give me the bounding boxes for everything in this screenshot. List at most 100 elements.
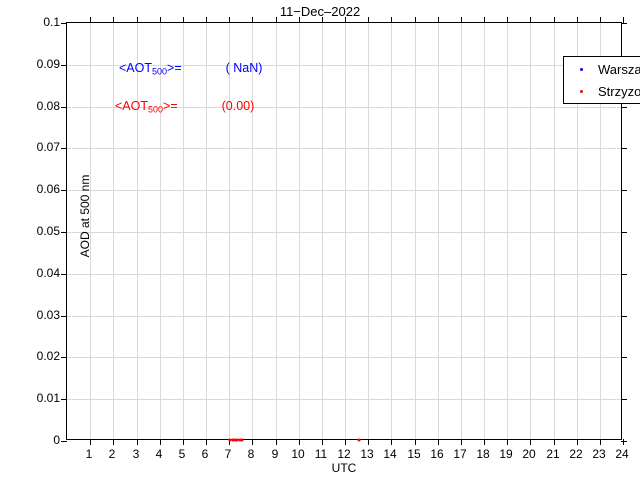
x-axis-tick-label: 17 xyxy=(453,447,467,461)
gridline-vertical xyxy=(229,23,230,439)
x-axis-tick-top xyxy=(461,17,462,23)
x-axis-tick-label: 16 xyxy=(430,447,444,461)
gridline-vertical xyxy=(554,23,555,439)
y-axis-tick-right xyxy=(621,399,627,400)
x-axis-tick-label: 14 xyxy=(383,447,397,461)
x-axis-tick-label: 8 xyxy=(247,447,255,461)
x-axis-tick-top xyxy=(554,17,555,23)
legend-dot-icon-warszawa xyxy=(579,67,583,71)
gridline-vertical xyxy=(252,23,253,439)
x-axis-tick xyxy=(229,439,230,445)
x-axis-tick-label: 18 xyxy=(476,447,490,461)
gridline-horizontal xyxy=(67,357,621,358)
gridline-vertical xyxy=(345,23,346,439)
y-axis-tick-right xyxy=(621,316,627,317)
annotation-warszawa-suffix: >= xyxy=(167,61,182,75)
legend-entry-strzyzow[interactable]: Strzyzow xyxy=(564,80,640,102)
y-axis-tick-label: 0.06 xyxy=(36,182,60,196)
y-axis-tick xyxy=(61,274,67,275)
y-axis-tick xyxy=(61,148,67,149)
grid-layer xyxy=(67,23,621,439)
y-axis-tick-right xyxy=(621,148,627,149)
y-axis-tick xyxy=(61,232,67,233)
legend-marker-strzyzow-cell xyxy=(564,89,598,93)
annotation-strzyzow-suffix: >= xyxy=(163,99,178,113)
y-axis-tick xyxy=(61,316,67,317)
x-axis-tick-label: 6 xyxy=(201,447,209,461)
x-axis-tick xyxy=(276,439,277,445)
gridline-vertical xyxy=(530,23,531,439)
x-axis-tick xyxy=(113,439,114,445)
y-axis-tick-label: 0.01 xyxy=(36,391,60,405)
x-axis-tick-label: 7 xyxy=(224,447,232,461)
annotation-strzyzow-prefix: <AOT xyxy=(115,99,148,113)
x-axis-tick xyxy=(90,439,91,445)
x-axis-tick-top xyxy=(345,17,346,23)
gridline-vertical xyxy=(183,23,184,439)
x-axis-tick-top xyxy=(252,17,253,23)
y-axis-tick-label: 0.1 xyxy=(43,15,60,29)
y-axis-tick-right xyxy=(621,441,627,442)
gridline-horizontal xyxy=(67,399,621,400)
y-axis-tick-labels: 0 0.01 0.02 0.03 0.04 0.05 0.06 0.07 0.08 0.09 0.1 xyxy=(0,15,60,447)
plot-area: <AOT500>=( NaN) <AOT500>=(0.00) Warszawa… xyxy=(61,17,640,445)
annotation-warszawa-value: ( NaN) xyxy=(225,61,263,75)
x-axis-tick xyxy=(415,439,416,445)
x-axis-tick-label: 22 xyxy=(569,447,583,461)
annotation-strzyzow-mean: <AOT500>= (0.00) xyxy=(115,99,254,115)
gridline-horizontal xyxy=(67,190,621,191)
y-axis-tick-right xyxy=(621,107,627,108)
x-axis-tick xyxy=(299,439,300,445)
x-axis-tick xyxy=(530,439,531,445)
x-axis-tick xyxy=(623,439,624,445)
gridline-vertical xyxy=(299,23,300,439)
x-axis-tick-top xyxy=(368,17,369,23)
y-axis-tick-right xyxy=(621,190,627,191)
x-axis-tick xyxy=(600,439,601,445)
x-axis-tick-top xyxy=(577,17,578,23)
x-axis-title: UTC xyxy=(331,461,357,475)
x-axis-tick xyxy=(206,439,207,445)
x-axis-tick-top xyxy=(113,17,114,23)
gridline-vertical xyxy=(461,23,462,439)
legend-dot-icon-strzyzow xyxy=(579,89,583,93)
gridline-vertical xyxy=(507,23,508,439)
gridline-vertical xyxy=(391,23,392,439)
x-axis-tick-label: 1 xyxy=(85,447,93,461)
annotation-warszawa-subscript: 500 xyxy=(152,66,168,77)
annotation-warszawa-mean: <AOT500>= ( NaN) xyxy=(119,61,262,77)
y-axis-tick-label: 0.04 xyxy=(36,266,60,280)
data-point-strzyzow xyxy=(238,438,242,441)
data-point-strzyzow xyxy=(231,438,235,441)
data-point-strzyzow xyxy=(357,438,361,441)
y-axis-tick xyxy=(61,107,67,108)
x-axis-tick-label: 21 xyxy=(546,447,560,461)
x-axis-tick-top xyxy=(530,17,531,23)
x-axis-tick-top xyxy=(160,17,161,23)
y-axis-tick-right xyxy=(621,23,627,24)
gridline-vertical xyxy=(484,23,485,439)
x-axis-tick-label: 23 xyxy=(592,447,606,461)
x-axis-tick xyxy=(484,439,485,445)
y-axis-tick-right xyxy=(621,357,627,358)
x-axis-tick xyxy=(252,439,253,445)
legend-entry-warszawa[interactable]: Warszawa xyxy=(564,58,640,80)
x-axis-tick xyxy=(507,439,508,445)
gridline-vertical xyxy=(415,23,416,439)
x-axis-tick-label: 20 xyxy=(522,447,536,461)
legend-marker-warszawa-cell xyxy=(564,67,598,71)
x-axis-tick-label: 3 xyxy=(132,447,140,461)
gridline-horizontal xyxy=(67,148,621,149)
x-axis-tick-top xyxy=(229,17,230,23)
x-axis-tick-top xyxy=(415,17,416,23)
x-axis-tick-top xyxy=(276,17,277,23)
y-axis-tick-label: 0.07 xyxy=(36,140,60,154)
y-axis-tick xyxy=(61,357,67,358)
gridline-vertical xyxy=(368,23,369,439)
x-axis-tick xyxy=(160,439,161,445)
x-axis-tick xyxy=(577,439,578,445)
gridline-vertical xyxy=(113,23,114,439)
gridline-horizontal xyxy=(67,316,621,317)
data-point-strzyzow xyxy=(240,438,244,441)
gridline-horizontal xyxy=(67,274,621,275)
